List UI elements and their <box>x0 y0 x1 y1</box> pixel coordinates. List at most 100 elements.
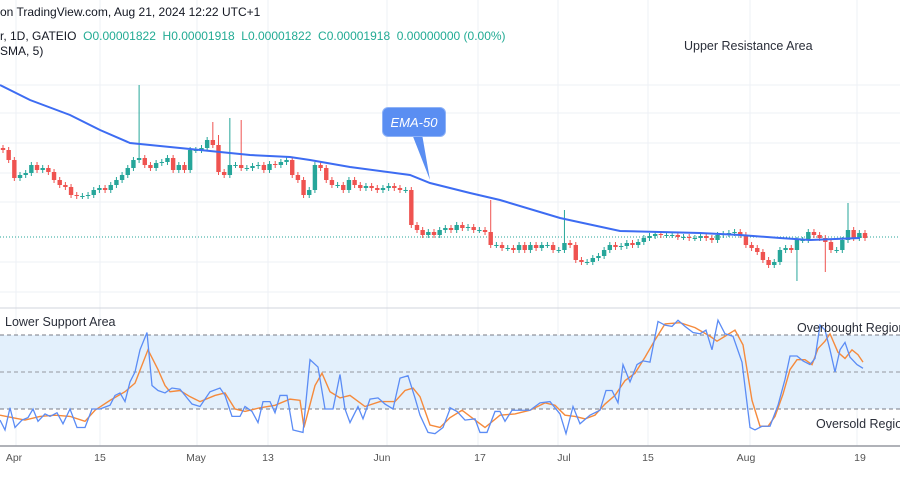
rsi-line <box>0 318 864 437</box>
candle-body <box>630 243 635 245</box>
candle-body <box>686 237 692 238</box>
candle-body <box>34 165 40 170</box>
candle-body <box>613 245 618 247</box>
candle-body <box>40 168 45 170</box>
candle-body <box>522 245 527 250</box>
overbought-label: Overbought Region <box>797 321 900 335</box>
candle-body <box>74 195 79 196</box>
candle-body <box>749 245 754 248</box>
candle-body <box>528 245 533 250</box>
candle-body <box>114 180 119 185</box>
candle-body <box>6 150 11 160</box>
candle-body <box>857 233 862 238</box>
candle-body <box>675 235 681 237</box>
candle-body <box>204 140 210 148</box>
candle-body <box>601 250 607 256</box>
candle-body <box>840 240 845 250</box>
candle-body <box>182 165 187 170</box>
source-line: on TradingView.com, Aug 21, 2024 12:22 U… <box>0 5 261 19</box>
x-tick: 17 <box>474 452 486 464</box>
candle-body <box>187 150 193 170</box>
candle-body <box>290 160 295 175</box>
candle-body <box>669 235 675 236</box>
candle-body <box>307 190 312 195</box>
candle-body <box>91 190 96 195</box>
candle-body <box>488 232 493 245</box>
candle-body <box>471 227 476 230</box>
candle-body <box>755 248 760 252</box>
candle-body <box>647 236 652 238</box>
candle-body <box>170 158 176 170</box>
candle-body <box>851 230 856 238</box>
ema-50-line <box>0 84 861 242</box>
candle-body <box>499 245 505 248</box>
x-tick: 13 <box>262 452 274 464</box>
candle-body <box>278 162 284 165</box>
close-value: C0.00001918 <box>318 29 391 43</box>
candle-body <box>562 243 567 250</box>
candle-body <box>709 238 715 240</box>
candle-body <box>834 250 839 251</box>
candle-body <box>505 248 510 249</box>
candle-body <box>715 235 720 240</box>
candle-body <box>221 172 227 175</box>
candle-body <box>760 252 766 260</box>
candle-body <box>199 148 204 150</box>
candle-body <box>142 158 147 165</box>
candle-body <box>579 260 584 262</box>
candle-body <box>692 238 698 239</box>
candle-body <box>567 243 573 245</box>
candle-body <box>165 158 170 162</box>
candle-body <box>704 236 709 238</box>
candle-body <box>153 163 159 168</box>
candle-body <box>698 236 703 238</box>
candle-body <box>403 190 408 191</box>
candle-body <box>318 165 323 168</box>
candle-body <box>244 168 250 169</box>
candle-body <box>607 245 613 250</box>
candle-body <box>29 165 34 173</box>
candle-body <box>85 195 91 196</box>
candle-body <box>80 196 85 197</box>
candle-body <box>596 256 601 258</box>
candle-body <box>431 232 437 235</box>
candle-body <box>443 228 448 230</box>
candle-body <box>233 165 238 166</box>
candle-body <box>789 248 794 250</box>
candle-body <box>766 260 771 265</box>
candle-body <box>352 180 357 185</box>
candle-body <box>238 165 244 168</box>
high-value: H0.00001918 <box>162 29 235 43</box>
candle-body <box>550 245 556 250</box>
candle-body <box>426 232 431 235</box>
candle-body <box>397 188 403 190</box>
candle-body <box>176 165 182 170</box>
ema-callout: EMA-50 <box>382 107 446 137</box>
candle-body <box>477 230 482 231</box>
candle-body <box>454 225 459 230</box>
x-tick: Jun <box>373 452 391 464</box>
candle-body <box>772 262 777 265</box>
candle-body <box>295 175 301 180</box>
candle-body <box>743 235 749 245</box>
candle-body <box>584 262 590 263</box>
candle-body <box>369 186 374 188</box>
candle-body <box>533 245 539 248</box>
candle-body <box>494 245 499 246</box>
candle-body <box>516 245 522 250</box>
candle-body <box>414 225 420 230</box>
candle-body <box>783 248 788 250</box>
candle-body <box>437 230 442 235</box>
x-tick: Aug <box>736 452 756 464</box>
candle-body <box>23 173 28 175</box>
candle-body <box>63 185 68 187</box>
upper-resistance-label: Upper Resistance Area <box>684 39 813 53</box>
candle-body <box>409 190 414 225</box>
candle-body <box>465 227 471 228</box>
candle-body <box>108 185 113 190</box>
candle-body <box>539 245 544 248</box>
candle-body <box>738 232 743 235</box>
candle-body <box>420 230 425 235</box>
candle-body <box>17 175 23 178</box>
